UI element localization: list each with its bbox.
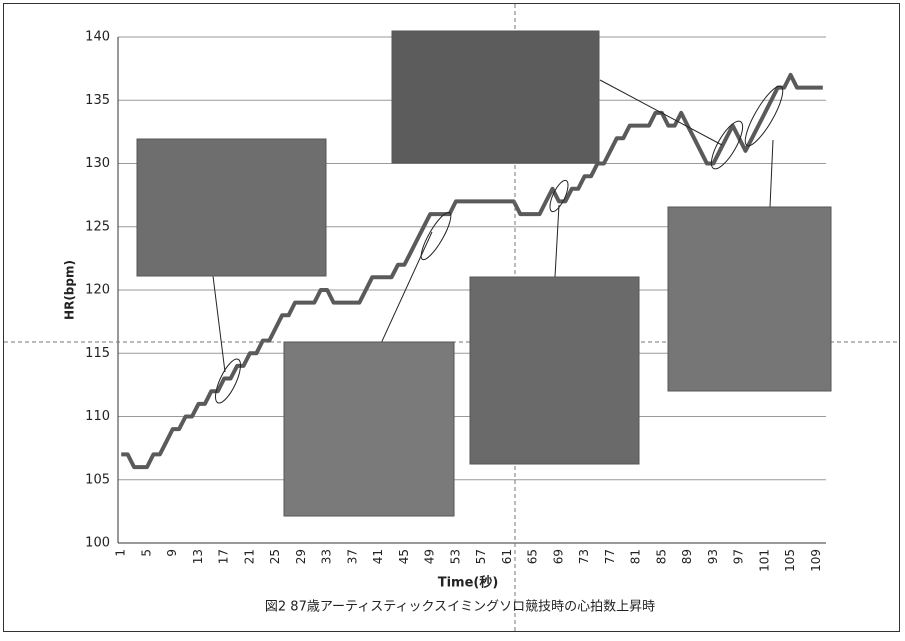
y-axis-label: HR(bpm): [63, 260, 77, 320]
x-tick-label: 53: [448, 549, 462, 564]
x-tick-label: 21: [242, 549, 256, 564]
x-tick-label: 17: [217, 549, 231, 564]
x-tick-label: 109: [809, 549, 823, 572]
y-tick-label: 125: [85, 219, 110, 234]
y-tick-label: 120: [85, 283, 110, 298]
y-tick-label: 130: [85, 156, 110, 171]
x-axis-label: Time(秒): [438, 575, 499, 591]
x-tick-label: 97: [732, 549, 746, 564]
x-tick-label: 37: [345, 549, 359, 564]
y-tick-label: 105: [85, 472, 110, 487]
x-tick-label: 65: [526, 549, 540, 564]
y-tick-label: 100: [85, 536, 110, 551]
x-tick-label: 45: [397, 549, 411, 564]
x-tick-label: 69: [551, 549, 565, 564]
photo: [668, 207, 831, 391]
x-tick-label: 5: [139, 549, 153, 557]
photo: [284, 342, 454, 516]
photos: [137, 31, 831, 516]
x-tick-label: 81: [629, 549, 643, 564]
x-tick-label: 57: [474, 549, 488, 564]
chart: 100 105 110 115 120 125 130 135 140 1 5 9 13 17 21 25 29…: [0, 0, 905, 637]
photo: [137, 139, 326, 276]
caption: 図2 87歳アーティスティックスイミングソロ競技時の心拍数上昇時: [265, 600, 655, 615]
x-tick-label: 101: [757, 549, 771, 572]
y-tick-label: 140: [85, 30, 110, 45]
x-tick-label: 1: [114, 549, 128, 557]
marker: [416, 209, 455, 263]
x-tick-label: 29: [294, 549, 308, 564]
x-tick-label: 89: [680, 549, 694, 564]
x-tick-label: 9: [165, 549, 179, 557]
x-tick-label: 77: [603, 549, 617, 564]
x-tick-label: 73: [577, 549, 591, 564]
x-tick-label: 25: [268, 549, 282, 564]
photo: [392, 31, 599, 163]
x-tick-label: 85: [654, 549, 668, 564]
y-tick-label: 110: [85, 409, 110, 424]
x-tick-label: 13: [191, 549, 205, 564]
photo: [470, 277, 639, 464]
connector: [378, 232, 432, 350]
y-tick-label: 135: [85, 93, 110, 108]
connector: [770, 140, 773, 207]
marker: [211, 356, 246, 406]
x-tick-label: 41: [371, 549, 385, 564]
x-tick-label: 49: [423, 549, 437, 564]
x-tick-label: 93: [706, 549, 720, 564]
x-tick-label: 105: [783, 549, 797, 572]
x-tick-label: 61: [500, 549, 514, 564]
x-tick-label: 33: [320, 549, 334, 564]
y-tick-label: 115: [85, 346, 110, 361]
connector: [600, 80, 722, 145]
connector: [555, 205, 559, 277]
